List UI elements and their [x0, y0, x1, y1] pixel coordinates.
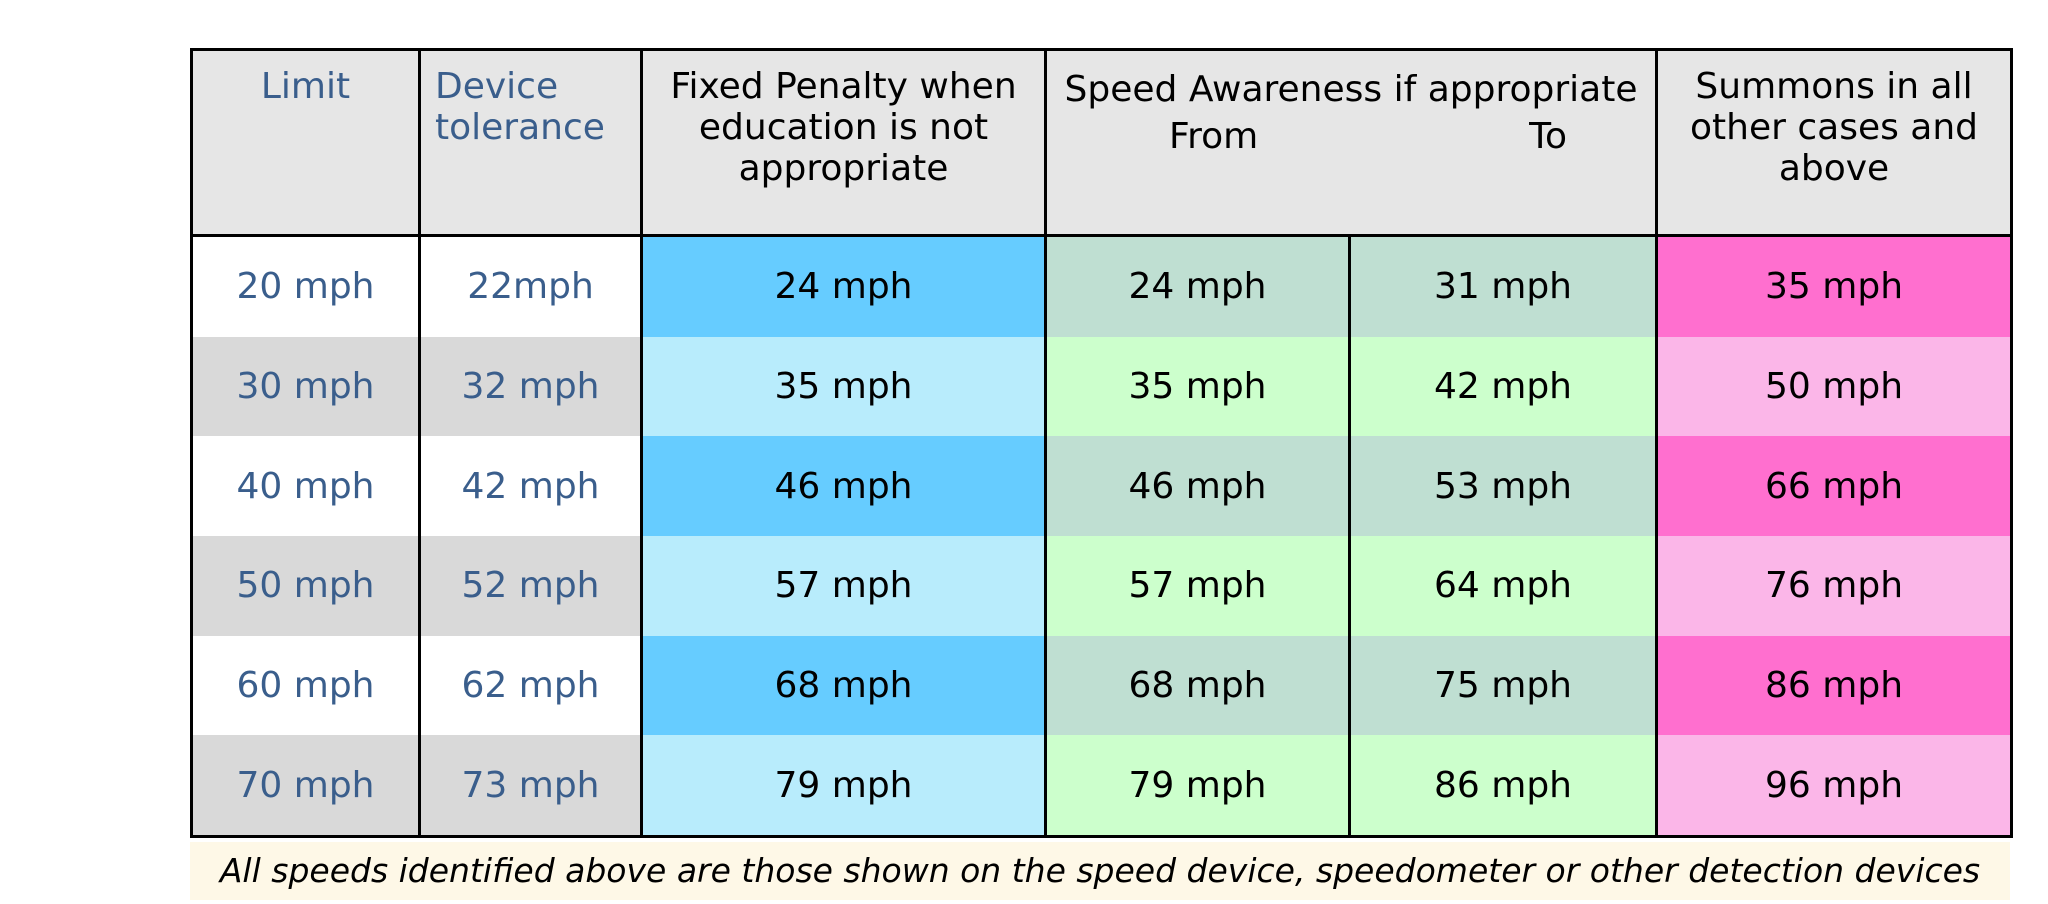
header-limit: Limit — [190, 48, 421, 237]
cell-awareness-from: 68 mph — [1044, 635, 1351, 736]
header-summons: Summons in all other cases and above — [1655, 48, 2014, 237]
cell-summons: 86 mph — [1655, 635, 2014, 736]
cell-summons: 35 mph — [1655, 235, 2014, 337]
cell-awareness-from: 24 mph — [1044, 235, 1351, 337]
cell-awareness-to: 42 mph — [1347, 336, 1659, 437]
cell-fixed-penalty: 35 mph — [640, 336, 1047, 437]
cell-fixed-penalty: 24 mph — [640, 235, 1047, 337]
cell-limit: 70 mph — [190, 735, 421, 839]
cell-limit: 20 mph — [190, 235, 421, 337]
cell-summons: 50 mph — [1655, 336, 2014, 437]
cell-awareness-to: 53 mph — [1347, 436, 1659, 536]
cell-awareness-from: 57 mph — [1044, 535, 1351, 636]
cell-fixed-penalty: 68 mph — [640, 635, 1047, 736]
header-fixed-penalty: Fixed Penalty when education is not appr… — [640, 48, 1047, 237]
cell-summons: 76 mph — [1655, 535, 2014, 636]
cell-awareness-to: 31 mph — [1347, 235, 1659, 337]
table-row: 60 mph 62 mph 68 mph 68 mph 75 mph 86 mp… — [190, 635, 2014, 736]
cell-tolerance: 22mph — [418, 235, 643, 337]
header-fixed-line1: Fixed Penalty when — [670, 66, 1017, 107]
header-tolerance-line2: tolerance — [435, 107, 605, 148]
cell-awareness-from: 46 mph — [1044, 436, 1351, 536]
cell-limit: 40 mph — [190, 436, 421, 536]
table-row: 50 mph 52 mph 57 mph 57 mph 64 mph 76 mp… — [190, 535, 2014, 636]
header-summons-line2: other cases and — [1689, 107, 1979, 148]
cell-tolerance: 42 mph — [418, 436, 643, 536]
cell-awareness-to: 86 mph — [1347, 735, 1659, 839]
header-awareness-to: To — [1529, 116, 1568, 157]
cell-awareness-to: 75 mph — [1347, 635, 1659, 736]
cell-limit: 50 mph — [190, 535, 421, 636]
table-row: 70 mph 73 mph 79 mph 79 mph 86 mph 96 mp… — [190, 735, 2014, 839]
header-summons-line3: above — [1778, 148, 1890, 189]
cell-limit: 30 mph — [190, 336, 421, 437]
header-limit-label: Limit — [260, 66, 351, 107]
footnote: All speeds identified above are those sh… — [190, 842, 2010, 900]
header-summons-line1: Summons in all — [1695, 66, 1973, 107]
table-row: 20 mph 22mph 24 mph 24 mph 31 mph 35 mph — [190, 235, 2014, 337]
header-awareness-title: Speed Awareness if appropriate — [1064, 69, 1638, 110]
header-fixed-line3: appropriate — [738, 148, 949, 189]
header-speed-awareness: Speed Awareness if appropriate From To — [1043, 48, 1659, 237]
header-fixed-line2: education is not — [698, 107, 989, 148]
cell-fixed-penalty: 57 mph — [640, 535, 1047, 636]
cell-awareness-from: 79 mph — [1044, 735, 1351, 839]
cell-tolerance: 52 mph — [418, 535, 643, 636]
cell-fixed-penalty: 79 mph — [640, 735, 1047, 839]
cell-summons: 96 mph — [1655, 735, 2014, 839]
cell-fixed-penalty: 46 mph — [640, 436, 1047, 536]
cell-summons: 66 mph — [1655, 436, 2014, 536]
cell-awareness-to: 64 mph — [1347, 535, 1659, 636]
cell-awareness-from: 35 mph — [1044, 336, 1351, 437]
table-row: 40 mph 42 mph 46 mph 46 mph 53 mph 66 mp… — [190, 436, 2014, 536]
header-row: Limit Device tolerance Fixed Penalty whe… — [190, 48, 2014, 237]
speed-enforcement-table: Limit Device tolerance Fixed Penalty whe… — [190, 48, 2014, 839]
cell-tolerance: 62 mph — [418, 635, 643, 736]
cell-tolerance: 32 mph — [418, 336, 643, 437]
cell-tolerance: 73 mph — [418, 735, 643, 839]
header-awareness-from: From — [1169, 116, 1259, 157]
cell-limit: 60 mph — [190, 635, 421, 736]
table-row: 30 mph 32 mph 35 mph 35 mph 42 mph 50 mp… — [190, 336, 2014, 437]
header-device-tolerance: Device tolerance — [418, 48, 643, 237]
header-tolerance-line1: Device — [435, 66, 559, 107]
